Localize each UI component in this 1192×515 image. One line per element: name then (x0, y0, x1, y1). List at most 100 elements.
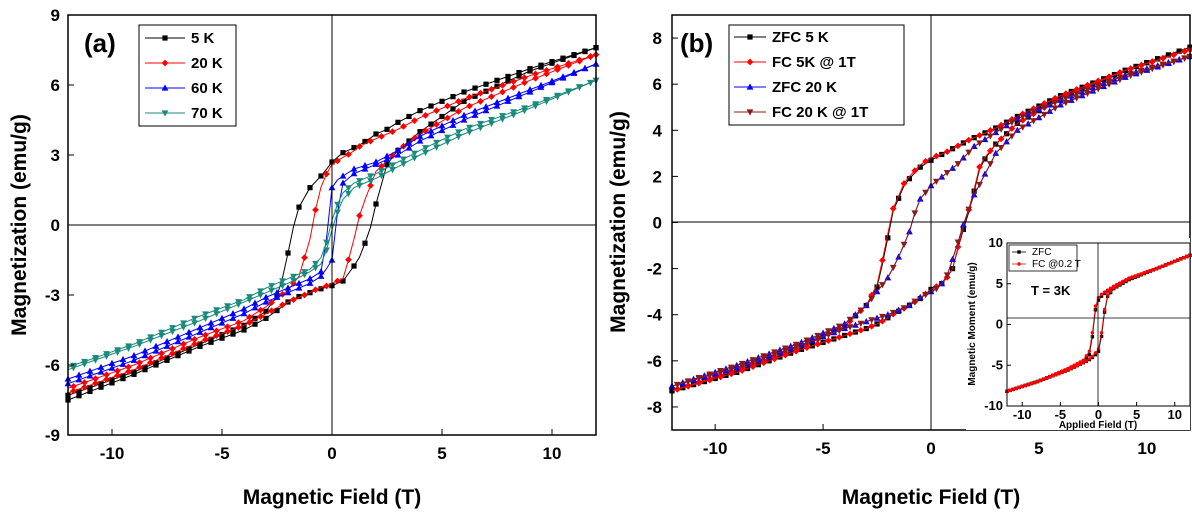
panel-a-20-k-point (125, 368, 132, 375)
panel-b-fc-5k-1t-point (1159, 54, 1167, 62)
inset-legend-marker (1017, 262, 1021, 266)
panel-a-20-k-point (356, 143, 363, 150)
panel-b-x-axis-label: Magnetic Field (T) (842, 486, 1021, 509)
panel-a-70-k-point (257, 288, 264, 295)
panel-a-60-k-point (86, 372, 94, 379)
panel-b-x-ticks: -10 -5 0 5 10 (703, 424, 1156, 458)
panel-a-5-k-point (505, 78, 511, 84)
panel-b-fc-20-k-1t-point (868, 317, 876, 324)
panel-a-60-k-point (306, 279, 314, 286)
panel-b-fc-20-k-1t-point (943, 272, 951, 279)
panel-a-70-k-point (158, 329, 165, 336)
panel-a-20-k-point (532, 70, 539, 78)
panel-b-fc-20-k-1t-point (738, 363, 746, 370)
panel-a-70-k-point (70, 365, 77, 372)
panel-a-60-k-point (405, 144, 413, 151)
panel-a-series-70-k (67, 77, 600, 372)
inset-fc-0-2-t-point (1075, 364, 1079, 368)
panel-a-70-k-point (356, 178, 363, 185)
panel-a-20-k-point (279, 301, 286, 309)
panel-a-70-k-point (488, 117, 495, 124)
inset-fc-0-2-t-point (1054, 373, 1058, 377)
panel-b-fc-20-k-1t-point (911, 210, 919, 217)
panel-a-60-k-point (427, 127, 435, 134)
inset-fc-0-2-t-point (1066, 368, 1070, 372)
inset-fc-0-2-t-point (1096, 295, 1101, 300)
panel-a-5-k-point (274, 307, 280, 314)
inset-fc-0-2-t-point (1026, 382, 1031, 387)
panel-a-60-k-point (97, 363, 105, 370)
panel-b-fc-20-k-1t-point (889, 264, 897, 272)
panel-a-60-k-point (394, 151, 402, 158)
panel-b-fc-20-k-1t-point (1138, 69, 1145, 76)
panel-a-60-k-point (240, 305, 248, 312)
panel-a-60-k-point (306, 275, 314, 282)
panel-b-fc-5k-1t-point (922, 158, 929, 165)
panel-b-legend-marker (746, 58, 754, 66)
inset-fc-0-2-t-point (1145, 270, 1150, 274)
inset-zfc-point (1087, 353, 1092, 357)
panel-a-20-k-point (312, 206, 319, 214)
panel-a-70-k-point (235, 301, 242, 308)
panel-a-20-k-point (411, 117, 418, 124)
panel-a-5-k-point (362, 240, 368, 246)
panel-a-5-k-point (516, 69, 522, 76)
panel-a-y-axis-label: Magnetization (emu/g) (8, 114, 31, 336)
panel-a-5-k-point (395, 119, 401, 125)
inset-fc-0-2-t-point (1142, 271, 1146, 275)
panel-a-5-k-point (527, 68, 533, 74)
panel-a-20-k-point (323, 170, 330, 178)
inset-fc-0-2-t-point (1084, 354, 1089, 358)
panel-a-60-k-point (471, 111, 479, 118)
panel-a-5-k-point (384, 161, 390, 167)
panel-b-fc-5k-1t-point (674, 385, 681, 393)
panel-a-5-k-point (142, 367, 148, 373)
panel-b-fc-20-k-1t-point (1019, 124, 1027, 131)
panel-a-20-k-point (411, 134, 418, 142)
panel-b-fc-20-k-1t-point (1008, 133, 1016, 140)
panel-a-y-tick-label: 0 (51, 216, 60, 235)
panel-a-60-k-point (471, 107, 479, 114)
panel-a-20-k-point (224, 323, 231, 331)
panel-b-y-tick-label: 0 (653, 214, 662, 233)
panel-a-70-k-point (323, 247, 330, 254)
panel-a-60-k-point (174, 333, 182, 340)
panel-a-70-k-point (367, 178, 374, 185)
panel-a-20-k-point (235, 319, 242, 327)
panel-b-fc-5k-1t-point (986, 147, 994, 155)
panel-a-70-k-point (213, 307, 220, 314)
panel-a-70-k-point (554, 94, 561, 101)
panel-a-5-k-point (208, 336, 214, 342)
inset-fc-0-2-t-point (1087, 357, 1092, 361)
panel-a-70-k-point (587, 80, 594, 87)
panel-a-60-k-point (515, 93, 523, 100)
panel-b-fc-5k-1t-point (706, 376, 714, 384)
panel-a-20-k-point (180, 340, 187, 348)
panel-b-fc-5k-1t-point (911, 167, 919, 175)
panel-a-70-k-point (378, 172, 385, 180)
panel-a-20-k-point (136, 359, 143, 367)
panel-a-70-k-point (466, 129, 473, 136)
panel-a-70-k-point (125, 345, 132, 352)
panel-a-60-k-point (130, 356, 138, 363)
panel-a-5-k-point (461, 98, 467, 104)
inset-y-axis-label: Magnetic Moment (emu/g) (967, 262, 978, 385)
panel-a-20-k-point (345, 151, 352, 158)
panel-b-legend-item-fc-20-k-1t: FC 20 K @ 1T (734, 104, 868, 121)
inset-fc-0-2-t-point (1014, 386, 1018, 391)
panel-a-5-k-point (450, 94, 456, 100)
panel-a-5-k-point (560, 56, 566, 62)
panel-b-fc-20-k-1t-point (1019, 113, 1027, 121)
panel-a-60-k-point (75, 376, 83, 383)
panel-b-fc-20-k-1t-point (976, 140, 983, 147)
inset-fc-0-2-t-point (1038, 378, 1043, 383)
panel-a-5-k-point (582, 48, 588, 55)
inset-fc-0-2-t-point (1069, 366, 1073, 371)
panel-a-legend-label: 70 K (191, 105, 223, 122)
panel-b-y-tick-label: 6 (653, 75, 662, 94)
panel-b-fc-20-k-1t-point (1127, 72, 1135, 80)
panel-b-fc-5k-1t-point (900, 180, 908, 187)
panel-b-fc-20-k-1t-point (868, 295, 876, 303)
panel-a-70-k-point (279, 278, 286, 285)
inset-zfc-point (1096, 298, 1101, 302)
